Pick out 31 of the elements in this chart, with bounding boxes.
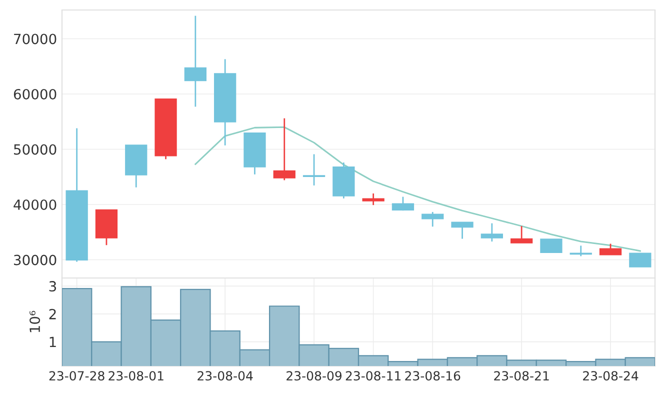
x-tick-label: 23-08-16 [405, 371, 460, 381]
x-tick-label: 23-08-11 [346, 371, 401, 381]
candlestick [570, 244, 592, 257]
line-series [194, 126, 641, 252]
y-tick-label: 1 [50, 336, 56, 348]
candlestick [273, 118, 296, 181]
y-tick-label: 40000 [14, 199, 56, 210]
candlestick [422, 211, 444, 228]
x-tick-label: 23-07-28 [49, 371, 104, 381]
y-tick-label: 70000 [14, 34, 56, 44]
y-tick-label: 30000 [14, 254, 56, 266]
candlestick [480, 222, 503, 242]
x-tick-label: 23-08-24 [583, 371, 638, 381]
candlestick [362, 192, 384, 206]
x-tick-label: 23-08-04 [198, 371, 253, 381]
x-tick-label: 23-08-21 [494, 371, 549, 381]
x-tick-label: 23-08-09 [286, 371, 342, 381]
x-tick-label: 23-08-01 [108, 371, 164, 381]
y-tick-label: 60000 [14, 88, 56, 100]
y-axis-title: 10⁶ [30, 310, 40, 332]
candlestick [599, 243, 622, 256]
candlestick [392, 196, 414, 212]
candlestick [184, 15, 206, 108]
candlestick [451, 222, 474, 240]
y-tick-label: 50000 [14, 144, 56, 155]
candlestick [629, 252, 652, 268]
candlestick [510, 225, 533, 244]
y-tick-label: 2 [49, 308, 56, 320]
y-tick-label: 3 [49, 281, 56, 292]
candlestick [302, 154, 326, 186]
candlestick [540, 238, 562, 253]
